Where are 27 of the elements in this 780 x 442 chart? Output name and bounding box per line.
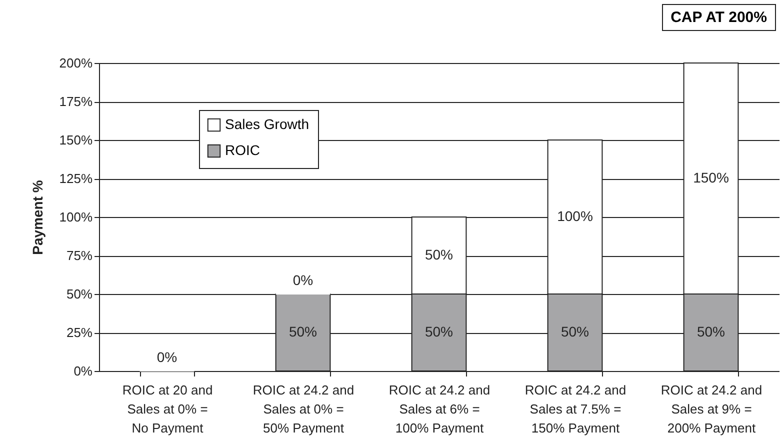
data-label: 0%: [292, 272, 314, 288]
data-label: 50%: [696, 324, 726, 340]
data-label: 150%: [693, 170, 729, 186]
x-tick-label: ROIC at 24.2 and Sales at 9% = 200% Payment: [660, 382, 762, 436]
data-label: 100%: [557, 208, 593, 224]
data-label: 50%: [424, 246, 454, 262]
data-label: 0%: [156, 349, 178, 365]
y-tick-label: 0%: [74, 364, 93, 378]
data-label: 50%: [288, 324, 318, 340]
y-tick-label: 150%: [59, 132, 93, 148]
legend-label: ROIC: [225, 142, 260, 158]
y-tick-label: 25%: [66, 325, 93, 340]
x-tick-label: ROIC at 20 and Sales at 0% = No Payment: [122, 382, 213, 436]
y-tick-label: 125%: [59, 171, 93, 186]
data-label: 50%: [424, 324, 454, 340]
y-tick-label: 200%: [59, 56, 93, 70]
x-tick-label: ROIC at 24.2 and Sales at 7.5% = 150% Payment: [524, 382, 626, 436]
y-tick-label: 50%: [66, 286, 93, 302]
legend-label: Sales Growth: [225, 116, 310, 132]
data-label: 50%: [560, 324, 590, 340]
text: CAP AT 200%: [662, 4, 776, 31]
x-tick-label: ROIC at 24.2 and Sales at 0% = 50% Payment: [252, 382, 354, 436]
y-axis-title: Payment %: [29, 180, 46, 255]
y-tick-label: 75%: [66, 248, 93, 263]
y-tick-label: 100%: [59, 210, 93, 224]
y-tick-label: 175%: [59, 94, 93, 109]
x-tick-label: ROIC at 24.2 and Sales at 6% = 100% Payment: [388, 382, 490, 436]
